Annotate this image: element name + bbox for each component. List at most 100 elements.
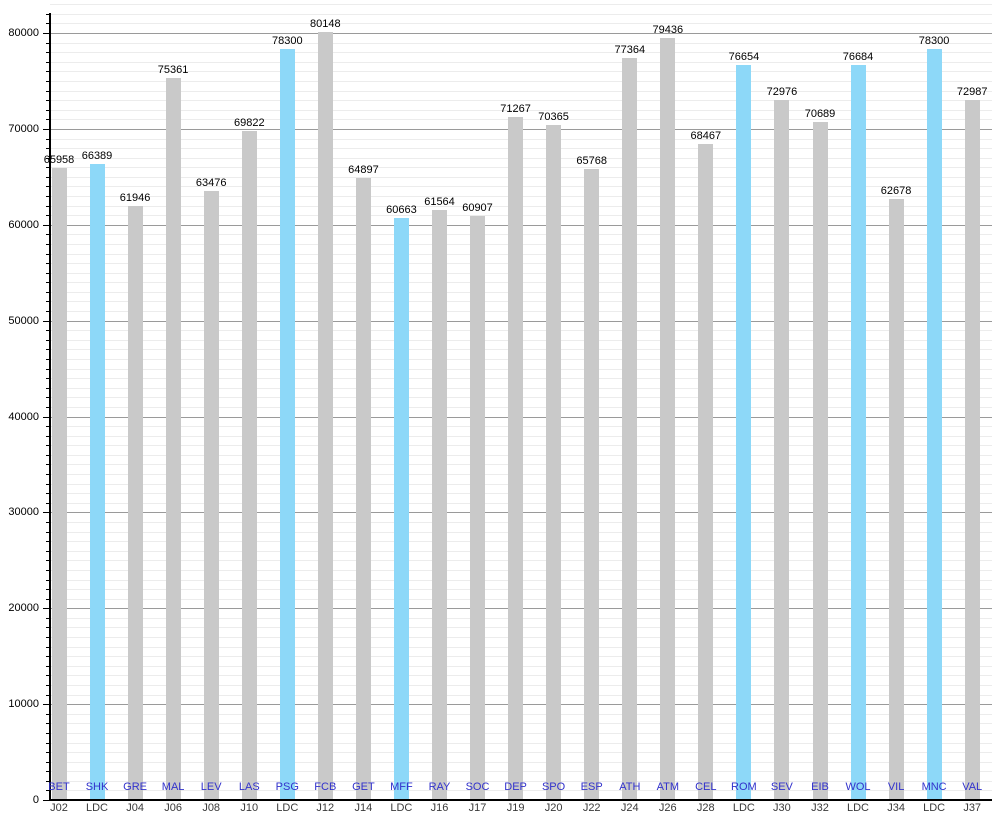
- bar-value-label: 69822: [234, 116, 265, 129]
- y-minor-tick: [46, 531, 50, 533]
- team-code-label: VIL: [887, 781, 905, 793]
- y-minor-tick: [46, 761, 50, 763]
- bar: [89, 163, 105, 800]
- bar: [812, 122, 828, 800]
- y-minor-tick: [46, 42, 50, 44]
- y-minor-tick: [46, 138, 50, 140]
- y-major-tick: [43, 320, 50, 322]
- y-minor-tick: [46, 330, 50, 332]
- team-code-label: CEL: [695, 781, 717, 793]
- team-code-label: BET: [48, 781, 70, 793]
- bar: [51, 167, 67, 800]
- bar: [888, 199, 904, 800]
- minor-gridline: [50, 109, 992, 111]
- y-minor-tick: [46, 656, 50, 658]
- bar-value-label: 60907: [462, 202, 493, 215]
- y-minor-tick: [46, 723, 50, 725]
- y-minor-tick: [46, 732, 50, 734]
- minor-gridline: [50, 4, 992, 6]
- bar-value-label: 77364: [614, 44, 646, 57]
- y-axis-tick-label: 60000: [8, 218, 39, 231]
- bar-value-label: 76654: [728, 51, 760, 64]
- y-minor-tick: [46, 61, 50, 63]
- bar: [508, 116, 524, 800]
- y-minor-tick: [46, 301, 50, 303]
- bar: [241, 130, 257, 800]
- matchday-label: J37: [963, 802, 982, 814]
- y-axis-tick-label: 80000: [8, 27, 39, 39]
- y-minor-tick: [46, 253, 50, 255]
- minor-gridline: [50, 52, 992, 54]
- team-code-label: MNC: [921, 781, 947, 793]
- major-gridline: [50, 33, 992, 34]
- bar-value-label: 68467: [690, 129, 722, 142]
- y-minor-tick: [46, 282, 50, 284]
- y-major-tick: [43, 128, 50, 130]
- team-code-label: DEP: [504, 781, 527, 793]
- minor-gridline: [50, 61, 992, 63]
- y-minor-tick: [46, 339, 50, 341]
- y-minor-tick: [46, 263, 50, 265]
- y-minor-tick: [46, 272, 50, 274]
- team-code-label: RAY: [428, 781, 451, 793]
- bar: [964, 100, 980, 800]
- bar-value-label: 72987: [956, 86, 988, 99]
- bar-value-label: 62678: [880, 185, 912, 198]
- y-minor-tick: [46, 23, 50, 25]
- matchday-label: LDC: [923, 802, 946, 814]
- y-axis-tick-label: 0: [32, 794, 39, 806]
- minor-gridline: [50, 23, 992, 25]
- matchday-label: LDC: [276, 802, 299, 814]
- y-minor-tick: [46, 617, 50, 619]
- matchday-label: J28: [696, 802, 715, 814]
- y-axis-tick-label: 20000: [8, 602, 39, 615]
- bar: [393, 218, 409, 800]
- y-minor-tick: [46, 80, 50, 82]
- team-code-label: SOC: [465, 781, 490, 793]
- minor-gridline: [50, 71, 992, 73]
- minor-gridline: [50, 42, 992, 44]
- y-axis-line: [49, 13, 51, 800]
- team-code-label: GRE: [123, 781, 148, 793]
- bar-value-label: 70365: [538, 111, 569, 124]
- bar-value-label: 78300: [272, 35, 303, 48]
- bar: [736, 65, 752, 800]
- y-major-tick: [43, 608, 50, 610]
- bar-value-label: 64897: [348, 163, 379, 176]
- bar-value-label: 70689: [804, 108, 836, 121]
- y-minor-tick: [46, 397, 50, 399]
- team-code-label: ATH: [619, 781, 641, 793]
- y-major-tick: [43, 416, 50, 418]
- team-code-label: EIB: [811, 781, 829, 793]
- y-minor-tick: [46, 349, 50, 351]
- y-minor-tick: [46, 742, 50, 744]
- y-minor-tick: [46, 569, 50, 571]
- bar-value-label: 63476: [195, 177, 227, 190]
- y-minor-tick: [46, 205, 50, 207]
- matchday-label: J34: [887, 802, 905, 814]
- team-code-label: SEV: [770, 781, 793, 793]
- y-minor-tick: [46, 522, 50, 523]
- matchday-label: J12: [316, 802, 335, 814]
- y-minor-tick: [46, 71, 50, 73]
- team-code-label: SHK: [85, 781, 109, 793]
- y-minor-tick: [46, 598, 50, 600]
- y-minor-tick: [46, 646, 50, 648]
- bar: [165, 77, 181, 800]
- bar: [926, 49, 942, 800]
- y-minor-tick: [46, 196, 50, 197]
- y-minor-tick: [46, 157, 50, 159]
- y-axis-tick-label: 40000: [8, 410, 39, 423]
- minor-gridline: [50, 90, 992, 92]
- matchday-label: J19: [506, 802, 525, 814]
- y-minor-tick: [46, 426, 50, 428]
- bar-value-label: 78300: [918, 35, 950, 48]
- bar: [203, 191, 219, 800]
- bar-value-label: 79436: [652, 24, 684, 37]
- team-code-label: MFF: [390, 781, 413, 793]
- y-major-tick: [43, 800, 50, 801]
- y-minor-tick: [46, 406, 50, 408]
- y-axis-tick-label: 30000: [8, 506, 39, 519]
- y-minor-tick: [46, 119, 50, 121]
- matchday-label: J04: [126, 802, 144, 814]
